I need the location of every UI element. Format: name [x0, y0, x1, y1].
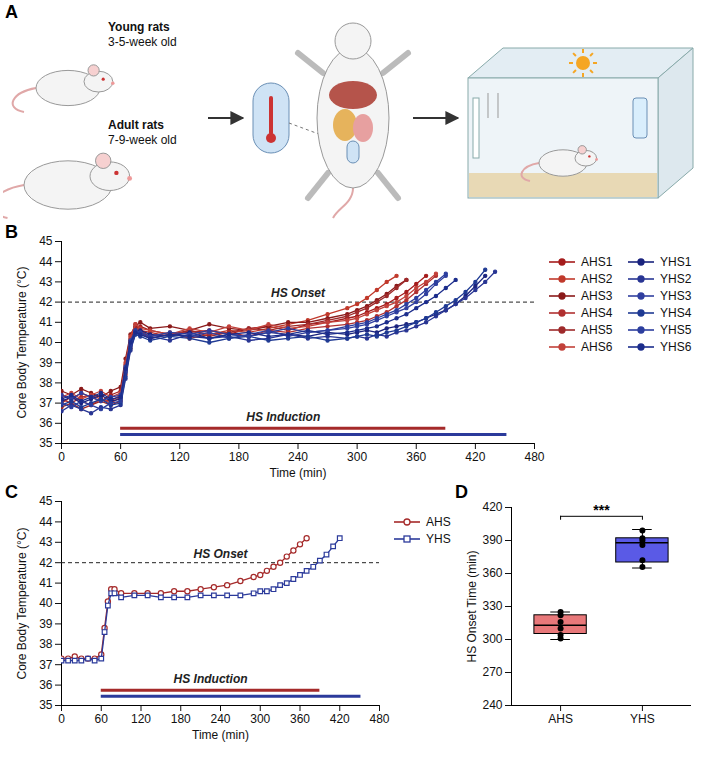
svg-text:42: 42 [39, 295, 53, 309]
svg-text:HS Onset: HS Onset [271, 286, 326, 300]
html-text:AHS6: AHS6 [581, 339, 613, 354]
svg-text:40: 40 [39, 335, 53, 349]
svg-text:420: 420 [330, 712, 350, 726]
svg-text:330: 330 [482, 599, 502, 613]
svg-text:38: 38 [39, 637, 53, 651]
html-text:YHS2: YHS2 [660, 271, 692, 286]
svg-text:360: 360 [482, 566, 502, 580]
svg-text:270: 270 [482, 665, 502, 679]
svg-text:HS Induction: HS Induction [174, 672, 248, 686]
svg-text:Young rats: Young rats [108, 20, 170, 34]
svg-text:45: 45 [39, 234, 53, 248]
svg-text:39: 39 [39, 356, 53, 370]
svg-text:480: 480 [524, 450, 544, 464]
svg-text:180: 180 [229, 450, 249, 464]
html-text:YHS5: YHS5 [660, 322, 692, 337]
svg-text:44: 44 [39, 255, 53, 269]
svg-text:240: 240 [210, 712, 230, 726]
svg-text:36: 36 [39, 416, 53, 430]
svg-text:240: 240 [482, 698, 502, 712]
html-text:YHS1: YHS1 [660, 254, 692, 269]
svg-text:420: 420 [482, 500, 502, 514]
html-text:AHS: AHS [426, 514, 451, 529]
svg-text:Time (min): Time (min) [192, 728, 249, 742]
svg-text:35: 35 [39, 436, 53, 450]
svg-text:7-9-week old: 7-9-week old [108, 133, 177, 147]
svg-text:41: 41 [39, 315, 53, 329]
svg-text:45: 45 [39, 494, 53, 508]
html-text:YHS: YHS [426, 531, 451, 546]
svg-text:240: 240 [288, 450, 308, 464]
svg-text:36: 36 [39, 678, 53, 692]
svg-text:HS Onset Time (min): HS Onset Time (min) [465, 550, 479, 662]
svg-text:***: *** [593, 502, 610, 518]
svg-text:HS Induction: HS Induction [246, 410, 320, 424]
svg-text:Time (min): Time (min) [270, 466, 327, 480]
html-text:AHS5: AHS5 [581, 322, 613, 337]
svg-text:Adult rats: Adult rats [108, 118, 164, 132]
svg-text:300: 300 [347, 450, 367, 464]
svg-text:HS Onset: HS Onset [193, 547, 248, 561]
svg-text:120: 120 [170, 450, 190, 464]
svg-text:390: 390 [482, 533, 502, 547]
svg-text:41: 41 [39, 576, 53, 590]
svg-text:40: 40 [39, 596, 53, 610]
html-text:YHS4: YHS4 [660, 305, 692, 320]
svg-text:120: 120 [131, 712, 151, 726]
svg-text:AHS: AHS [548, 712, 573, 726]
html-text:AHS1: AHS1 [581, 254, 613, 269]
html-text:D: D [455, 482, 468, 502]
svg-text:37: 37 [39, 658, 53, 672]
html-text:AHS4: AHS4 [581, 305, 613, 320]
html-text:A: A [5, 2, 18, 22]
svg-text:360: 360 [290, 712, 310, 726]
svg-text:360: 360 [406, 450, 426, 464]
svg-text:3-5-week old: 3-5-week old [108, 35, 177, 49]
svg-text:YHS: YHS [630, 712, 655, 726]
svg-text:Core Body Temperature (°C): Core Body Temperature (°C) [15, 528, 29, 680]
svg-text:43: 43 [39, 535, 53, 549]
svg-text:35: 35 [39, 698, 53, 712]
svg-text:300: 300 [250, 712, 270, 726]
svg-text:480: 480 [369, 712, 389, 726]
svg-text:420: 420 [465, 450, 485, 464]
html-text:B: B [5, 222, 18, 242]
html-text:C: C [5, 482, 18, 502]
svg-text:39: 39 [39, 617, 53, 631]
svg-text:42: 42 [39, 556, 53, 570]
svg-text:60: 60 [114, 450, 128, 464]
svg-text:180: 180 [171, 712, 191, 726]
svg-text:37: 37 [39, 396, 53, 410]
svg-text:43: 43 [39, 275, 53, 289]
svg-text:Core Body Temperature (°C): Core Body Temperature (°C) [15, 267, 29, 419]
svg-text:60: 60 [95, 712, 109, 726]
svg-text:44: 44 [39, 515, 53, 529]
svg-text:38: 38 [39, 376, 53, 390]
svg-text:300: 300 [482, 632, 502, 646]
html-text:YHS6: YHS6 [660, 339, 692, 354]
html-text:AHS3: AHS3 [581, 288, 613, 303]
html-text:YHS3: YHS3 [660, 288, 692, 303]
svg-text:0: 0 [58, 712, 65, 726]
html-text:AHS2: AHS2 [581, 271, 613, 286]
svg-text:0: 0 [58, 450, 65, 464]
